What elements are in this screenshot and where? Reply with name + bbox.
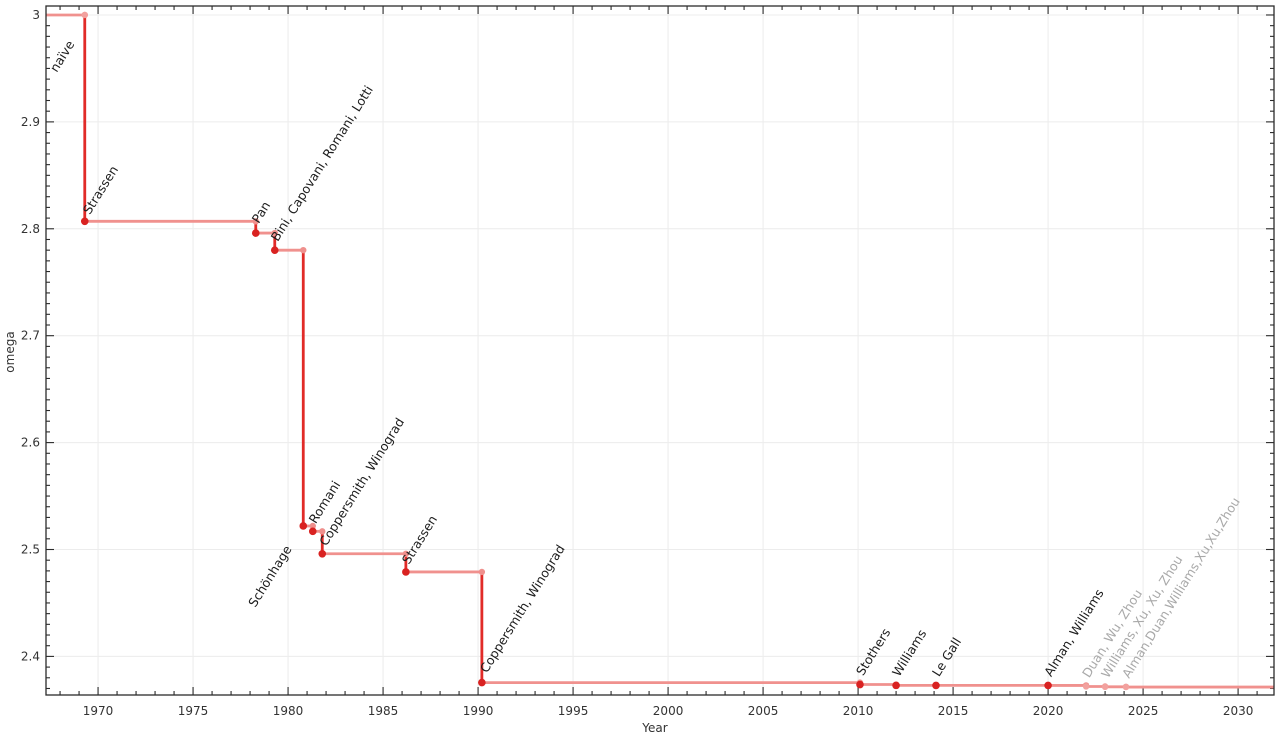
step-corner-dot — [309, 522, 316, 530]
data-point-dot — [1044, 681, 1052, 690]
data-point-dot — [478, 678, 486, 687]
step-corner-dot — [402, 550, 410, 557]
step-corner-dot — [300, 246, 307, 254]
data-point-dot — [80, 217, 89, 226]
x-tick-label: 1995 — [558, 704, 589, 718]
x-tick-label: 2005 — [748, 704, 779, 718]
x-tick-label: 2030 — [1223, 704, 1254, 718]
y-tick-label: 2.9 — [21, 115, 40, 129]
y-axis-title: omega — [3, 331, 17, 372]
y-tick-label: 2.8 — [21, 222, 40, 236]
y-tick-label: 2.6 — [21, 436, 40, 450]
data-points — [80, 11, 1130, 691]
data-point-dot — [270, 246, 279, 254]
x-tick-label: 2000 — [653, 704, 684, 718]
tick-labels: 1970 1975 1980 1985 1990 1995 2000 2005 2010 2015… — [21, 8, 1253, 718]
x-tick-label: 2015 — [938, 704, 969, 718]
y-tick-label: 2.4 — [21, 649, 40, 663]
x-tick-label: 1990 — [463, 704, 494, 718]
data-point-dot — [1122, 683, 1130, 691]
step-corner-dot — [271, 229, 278, 237]
plot-border — [45, 5, 1275, 696]
data-point-dot — [81, 11, 88, 19]
x-tick-label: 1980 — [273, 704, 304, 718]
data-point-dot — [932, 681, 940, 690]
x-axis-title: Year — [641, 721, 667, 735]
x-tick-label: 2020 — [1033, 704, 1064, 718]
data-point-dot — [308, 527, 317, 536]
y-tick-label: 3 — [32, 8, 40, 22]
step-corner-dot — [478, 568, 486, 576]
data-point-dot — [856, 680, 864, 689]
step-corner-dot — [319, 528, 326, 535]
x-tick-label: 1975 — [178, 704, 209, 718]
data-point-dot — [1082, 683, 1090, 690]
data-point-dot — [1101, 683, 1109, 691]
y-tick-label: 2.7 — [21, 329, 40, 343]
x-tick-label: 1985 — [368, 704, 399, 718]
axis-ticks — [46, 6, 1274, 695]
y-tick-label: 2.5 — [21, 543, 40, 557]
data-point-dot — [251, 229, 260, 237]
data-point-dot — [318, 549, 327, 558]
x-tick-label: 2025 — [1128, 704, 1159, 718]
data-point-dot — [402, 568, 410, 576]
x-tick-label: 1970 — [83, 704, 114, 718]
step-corner-dot — [252, 218, 259, 225]
data-point-dot — [299, 522, 308, 530]
gridlines — [46, 6, 1274, 695]
x-tick-label: 2010 — [843, 704, 874, 718]
data-point-dot — [892, 681, 900, 690]
